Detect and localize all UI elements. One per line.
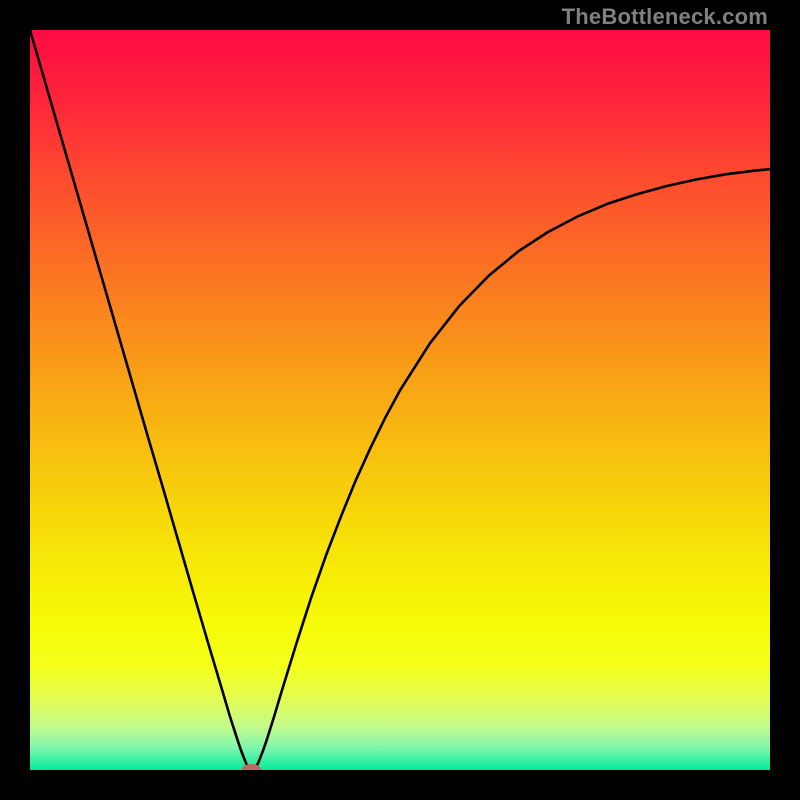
watermark-text: TheBottleneck.com <box>562 4 768 30</box>
plot-area <box>30 30 770 770</box>
gradient-background <box>30 30 770 770</box>
chart-svg <box>30 30 770 770</box>
